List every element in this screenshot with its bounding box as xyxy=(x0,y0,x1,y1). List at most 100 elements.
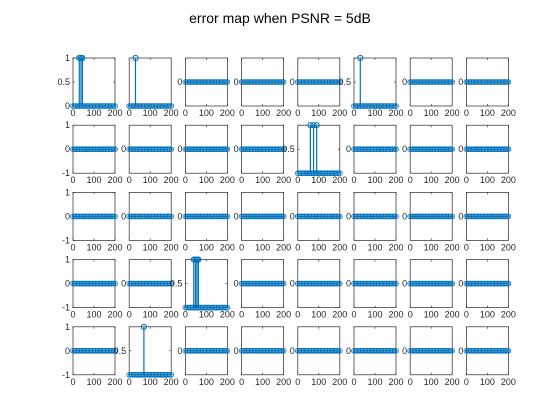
zero-sample-marker xyxy=(194,347,200,354)
zero-sample-marker xyxy=(476,347,483,354)
zero-sample-marker xyxy=(250,146,256,153)
zero-sample-marker xyxy=(434,213,441,220)
zero-sample-marker xyxy=(215,347,222,354)
zero-sample-marker xyxy=(440,79,447,85)
zero-sample-marker xyxy=(159,146,166,153)
zero-sample-marker xyxy=(214,347,221,354)
zero-sample-marker xyxy=(300,170,307,177)
zero-sample-marker xyxy=(390,347,396,354)
zero-sample-marker xyxy=(408,347,415,354)
zero-sample-marker xyxy=(331,79,337,85)
zero-sample-marker xyxy=(385,213,392,220)
zero-sample-marker xyxy=(91,146,98,153)
zero-sample-marker xyxy=(103,213,110,220)
y-tick-label: 0 xyxy=(402,144,407,154)
zero-sample-marker xyxy=(272,347,278,354)
zero-sample-marker xyxy=(186,79,193,85)
zero-sample-marker xyxy=(370,146,376,153)
zero-sample-marker xyxy=(94,103,101,109)
zero-sample-marker xyxy=(436,146,442,153)
zero-sample-marker xyxy=(280,213,287,220)
zero-sample-marker xyxy=(467,347,474,354)
zero-sample-marker xyxy=(100,146,107,153)
zero-sample-marker xyxy=(308,347,314,354)
zero-sample-marker xyxy=(312,79,318,85)
x-tick-label: 0 xyxy=(239,242,244,252)
y-tick-label: 0 xyxy=(234,211,239,221)
zero-sample-marker xyxy=(139,371,146,378)
zero-sample-marker xyxy=(218,347,225,354)
zero-sample-marker xyxy=(254,280,261,287)
zero-sample-marker xyxy=(70,146,76,153)
zero-sample-marker xyxy=(267,347,274,354)
zero-sample-marker xyxy=(426,79,432,85)
zero-sample-marker xyxy=(214,213,221,220)
zero-sample-marker xyxy=(434,347,441,354)
zero-sample-marker xyxy=(323,213,330,220)
zero-sample-marker xyxy=(478,347,484,354)
zero-sample-marker xyxy=(443,146,450,153)
zero-sample-marker xyxy=(492,280,499,287)
zero-sample-marker xyxy=(322,280,329,287)
zero-sample-marker xyxy=(313,347,320,354)
zero-sample-marker xyxy=(355,213,362,220)
y-tick-label: 0 xyxy=(346,211,351,221)
zero-sample-marker xyxy=(156,103,163,109)
zero-sample-marker xyxy=(247,146,254,153)
zero-sample-marker xyxy=(273,213,280,220)
subplot-r5-c1: 0 100 200-101 xyxy=(62,322,123,387)
zero-sample-marker xyxy=(204,146,210,153)
zero-sample-marker xyxy=(433,347,440,354)
zero-sample-marker xyxy=(139,280,146,287)
zero-sample-marker xyxy=(220,347,226,354)
zero-sample-marker xyxy=(294,347,301,354)
zero-sample-marker xyxy=(427,79,434,85)
y-tick-label: 1 xyxy=(65,322,70,332)
x-tick-label: 200 xyxy=(220,242,235,252)
zero-sample-marker xyxy=(267,79,274,85)
zero-sample-marker xyxy=(336,79,343,85)
zero-sample-marker xyxy=(334,280,340,287)
zero-sample-marker xyxy=(215,304,222,311)
zero-sample-marker xyxy=(149,146,156,153)
zero-sample-marker xyxy=(161,146,167,153)
zero-sample-marker xyxy=(391,146,398,153)
zero-sample-marker xyxy=(361,103,367,109)
zero-sample-marker xyxy=(296,79,303,85)
x-tick-label: 100 xyxy=(255,175,270,185)
zero-sample-marker xyxy=(336,170,343,177)
subplot-r3-c3: 0 100 200 0 xyxy=(177,192,235,252)
zero-sample-marker xyxy=(319,213,326,220)
zero-sample-marker xyxy=(247,213,254,220)
zero-sample-marker xyxy=(391,280,398,287)
zero-sample-marker xyxy=(130,146,137,153)
zero-sample-marker xyxy=(97,347,104,354)
zero-sample-marker xyxy=(145,103,151,109)
zero-sample-marker xyxy=(151,103,157,109)
zero-sample-marker xyxy=(248,79,255,85)
zero-sample-marker xyxy=(223,347,229,354)
zero-sample-marker xyxy=(93,146,99,153)
zero-sample-marker xyxy=(310,347,317,354)
zero-sample-marker xyxy=(158,146,164,153)
zero-sample-marker xyxy=(250,213,256,220)
zero-sample-marker xyxy=(90,146,97,153)
y-tick-label: 0 xyxy=(177,211,182,221)
zero-sample-marker xyxy=(140,213,147,220)
x-tick-label: 200 xyxy=(332,242,347,252)
zero-sample-marker xyxy=(264,347,271,354)
zero-sample-marker xyxy=(359,280,366,287)
zero-sample-marker xyxy=(370,103,376,109)
zero-sample-marker xyxy=(483,280,490,287)
x-tick-label: 100 xyxy=(480,108,495,118)
zero-sample-marker xyxy=(261,347,268,354)
zero-sample-marker xyxy=(279,213,285,220)
zero-sample-marker xyxy=(442,280,448,287)
zero-sample-marker xyxy=(476,79,483,85)
zero-sample-marker xyxy=(362,146,369,153)
zero-sample-marker xyxy=(94,280,101,287)
zero-sample-marker xyxy=(306,170,313,177)
zero-sample-marker xyxy=(267,213,274,220)
zero-sample-marker xyxy=(241,79,248,85)
zero-sample-marker xyxy=(256,79,262,85)
